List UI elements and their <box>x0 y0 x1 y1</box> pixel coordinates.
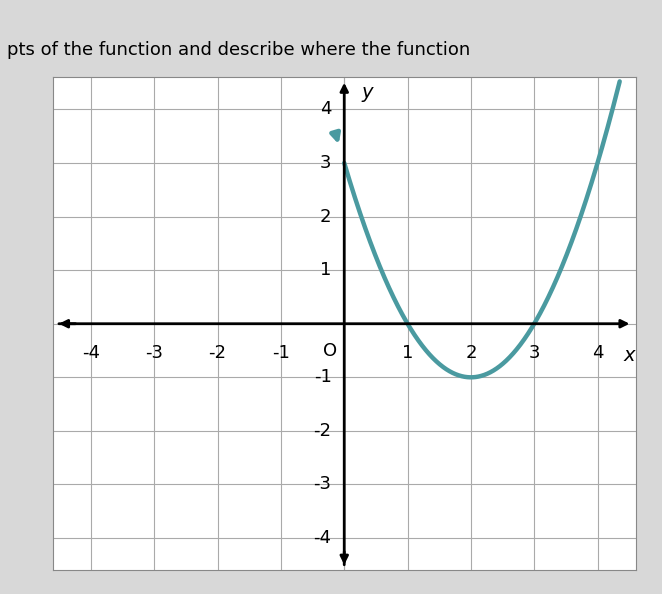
Text: 1: 1 <box>320 261 332 279</box>
Text: -2: -2 <box>209 344 226 362</box>
Text: -3: -3 <box>145 344 164 362</box>
Text: -1: -1 <box>314 368 332 386</box>
Text: -1: -1 <box>272 344 290 362</box>
Text: 2: 2 <box>465 344 477 362</box>
Text: 4: 4 <box>320 100 332 118</box>
Text: 3: 3 <box>528 344 540 362</box>
Text: pts of the function and describe where the function: pts of the function and describe where t… <box>7 41 470 59</box>
Text: O: O <box>322 343 337 361</box>
Text: -2: -2 <box>314 422 332 440</box>
Text: x: x <box>624 346 635 365</box>
Text: -4: -4 <box>314 529 332 547</box>
Text: 4: 4 <box>592 344 603 362</box>
Text: 2: 2 <box>320 207 332 226</box>
Text: -4: -4 <box>82 344 100 362</box>
Text: 1: 1 <box>402 344 413 362</box>
Text: y: y <box>362 83 373 102</box>
Text: 3: 3 <box>320 154 332 172</box>
Text: -3: -3 <box>314 476 332 494</box>
